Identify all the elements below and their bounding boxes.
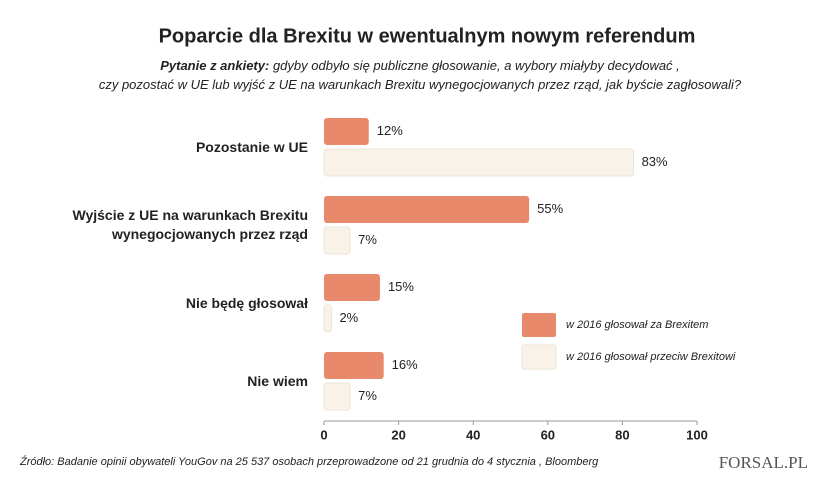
x-tick-label: 60 [541,427,555,442]
x-tick-label: 0 [320,427,327,442]
x-tick-label: 100 [686,427,708,442]
bar [323,304,332,333]
category-label: Pozostanie w UE [195,138,308,155]
value-label: 55% [537,201,563,216]
value-label: 15% [388,279,414,294]
legend-label: w 2016 głosował za Brexitem [566,319,708,331]
bar [324,352,384,379]
category-label: Nie będę głosował [185,294,308,311]
x-tick-label: 80 [615,427,629,442]
legend-swatch [521,344,557,370]
bar [324,118,369,145]
legend-label: w 2016 głosował przeciw Brexitowi [566,351,736,363]
x-tick-label: 20 [391,427,405,442]
value-label: 16% [392,357,418,372]
bar [323,226,351,255]
value-label: 2% [339,310,358,325]
bar [323,148,635,177]
question-label: Pytanie z ankiety: [160,58,270,73]
value-label: 7% [358,388,377,403]
value-label: 7% [358,232,377,247]
legend-swatch [522,313,556,337]
bar [324,196,530,223]
source: Źródło: Badanie opinii obywateli YouGov … [19,455,599,468]
chart-title: Poparcie dla Brexitu w ewentualnym nowym… [159,25,696,47]
value-label: 83% [642,154,668,169]
x-tick-label: 40 [466,427,480,442]
question: Pytanie z ankiety: gdyby odbyło się publ… [40,56,800,94]
category-label: Wyjście z UE na warunkach Brexitu wynego… [72,207,309,242]
value-label: 12% [377,123,403,138]
category-label: Nie wiem [247,372,308,389]
question-text: gdyby odbyło się publiczne głosowanie, a… [98,58,742,92]
logo: FORSAL.PL [719,453,808,472]
bar [324,274,380,301]
bar [323,382,351,411]
